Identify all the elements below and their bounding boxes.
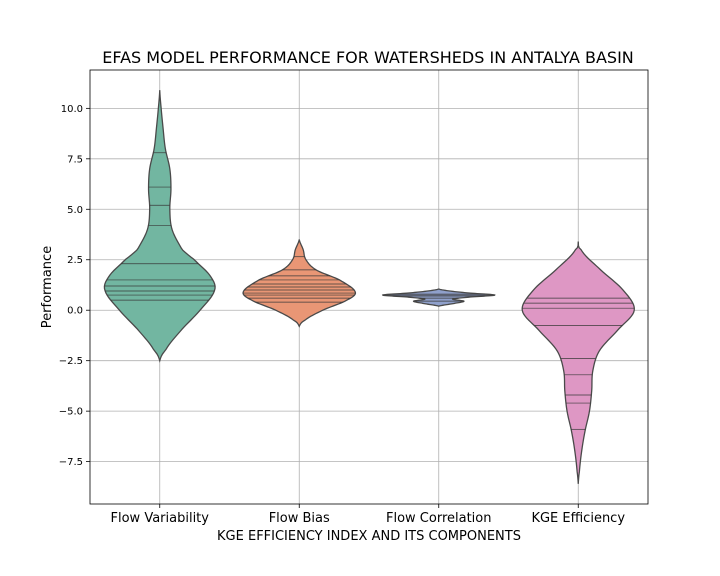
chart-title: EFAS MODEL PERFORMANCE FOR WATERSHEDS IN… xyxy=(102,48,634,67)
y-tick-label: −2.5 xyxy=(59,356,83,367)
plot-frame xyxy=(89,69,649,505)
grid xyxy=(90,70,648,504)
y-tick-label: 10.0 xyxy=(61,104,83,115)
x-category-label: KGE Efficiency xyxy=(531,511,625,526)
y-tick-label: −7.5 xyxy=(59,457,83,468)
violin-body xyxy=(242,239,357,328)
x-categories: Flow Variability Flow Bias Flow Correlatio… xyxy=(111,511,626,526)
x-category-label: Flow Correlation xyxy=(386,511,492,526)
y-tick-label: −5.0 xyxy=(59,407,83,418)
violins xyxy=(103,90,635,484)
y-axis-title: Performance xyxy=(40,246,55,328)
y-ticks: −7.5 −5.0 −2.5 0.0 2.5 5.0 7.5 10.0 xyxy=(59,104,579,508)
violin-body xyxy=(521,241,635,484)
y-tick-label: 7.5 xyxy=(67,154,83,165)
y-tick-label: 2.5 xyxy=(67,255,83,266)
x-category-label: Flow Bias xyxy=(269,511,330,526)
x-category-label: Flow Variability xyxy=(111,511,210,526)
violin-body xyxy=(381,288,496,307)
y-tick-label: 5.0 xyxy=(67,205,83,216)
y-tick-label: 0.0 xyxy=(67,306,83,317)
x-axis-title: KGE EFFICIENCY INDEX AND ITS COMPONENTS xyxy=(217,529,521,544)
